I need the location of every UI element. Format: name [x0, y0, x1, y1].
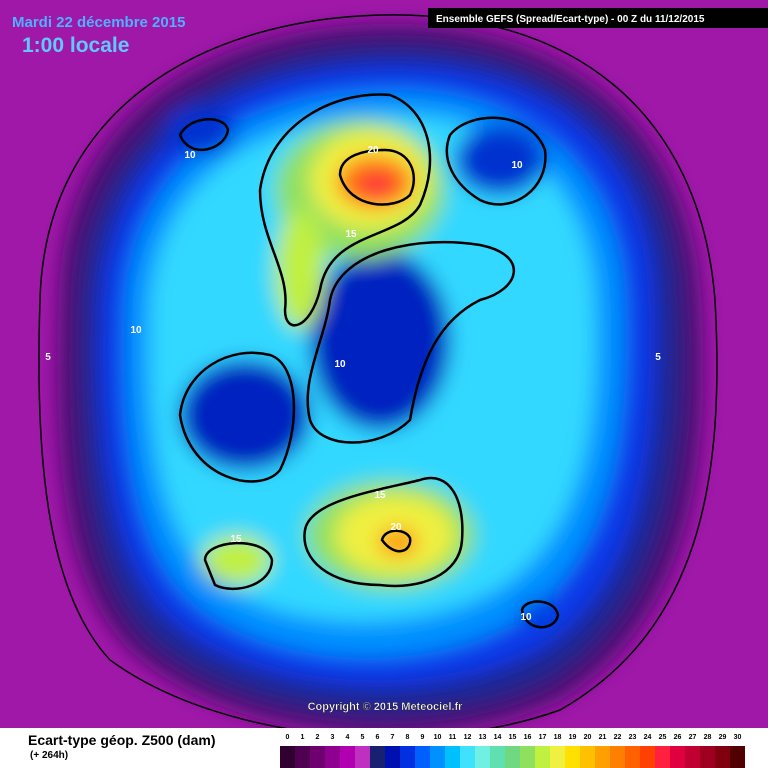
color-swatch	[490, 746, 505, 768]
copyright: Copyright © 2015 Meteociel.fr	[308, 701, 464, 713]
color-swatch	[280, 746, 295, 768]
color-swatch	[715, 746, 730, 768]
color-swatch	[655, 746, 670, 768]
color-swatch	[310, 746, 325, 768]
color-label: 4	[345, 734, 350, 741]
date: Mardi 22 décembre 2015	[12, 14, 185, 31]
time: 1:00 locale	[22, 34, 129, 57]
contour-label: 15	[345, 229, 357, 240]
contour-label: 10	[130, 325, 142, 336]
color-label: 10	[433, 734, 442, 741]
color-label: 12	[463, 734, 472, 741]
color-swatch	[550, 746, 565, 768]
color-label: 26	[673, 734, 682, 741]
color-swatch	[385, 746, 400, 768]
contour-label: 10	[520, 612, 532, 623]
color-label: 7	[390, 734, 395, 741]
color-swatch	[595, 746, 610, 768]
color-label: 22	[613, 734, 622, 741]
color-label: 23	[628, 734, 637, 741]
color-swatch	[460, 746, 475, 768]
color-label: 24	[643, 734, 652, 741]
color-label: 11	[448, 734, 457, 741]
run-box	[428, 8, 768, 28]
color-swatch	[505, 746, 520, 768]
contour-label: 15	[230, 534, 242, 545]
color-label: 14	[493, 734, 502, 741]
contour-label: 15	[374, 490, 386, 501]
contours	[38, 14, 718, 728]
legend-title: Ecart-type géop. Z500 (dam)	[28, 732, 216, 748]
contour-label: 10	[184, 150, 196, 161]
run-info: Ensemble GEFS (Spread/Ecart-type) - 00 Z…	[436, 14, 705, 25]
color-swatch	[430, 746, 445, 768]
contour-label: 5	[45, 352, 51, 363]
color-label: 25	[658, 734, 667, 741]
color-label: 30	[733, 734, 742, 741]
color-swatch	[370, 746, 385, 768]
color-swatch	[520, 746, 535, 768]
contour-label: 20	[390, 522, 402, 533]
color-swatch	[685, 746, 700, 768]
color-swatch	[535, 746, 550, 768]
color-label: 13	[478, 734, 487, 741]
color-label: 9	[420, 734, 425, 741]
color-swatch	[325, 746, 340, 768]
color-swatch	[625, 746, 640, 768]
color-label: 28	[703, 734, 712, 741]
color-label: 18	[553, 734, 562, 741]
contour-label: 10	[511, 160, 523, 171]
color-swatch	[730, 746, 745, 768]
color-label: 21	[598, 734, 607, 741]
contour-labels: 10 20 15 10 10 5 10 5 15 20 15 10	[45, 145, 661, 623]
color-swatch	[415, 746, 430, 768]
color-swatch	[580, 746, 595, 768]
map: 10 20 15 10 10 5 10 5 15 20 15 10 Copyright © 2015 …	[0, 0, 768, 728]
color-swatch	[445, 746, 460, 768]
color-label: 3	[330, 734, 335, 741]
color-label: 29	[718, 734, 727, 741]
color-label: 16	[523, 734, 532, 741]
color-swatch	[400, 746, 415, 768]
spread-field	[58, 24, 703, 728]
color-label: 5	[360, 734, 365, 741]
color-swatch	[295, 746, 310, 768]
color-label: 2	[315, 734, 320, 741]
color-swatch	[340, 746, 355, 768]
contour-label: 10	[334, 359, 346, 370]
color-label: 1	[300, 734, 305, 741]
color-swatch	[610, 746, 625, 768]
color-label: 19	[568, 734, 577, 741]
color-swatch	[700, 746, 715, 768]
legend-lead: (+ 264h)	[30, 750, 69, 761]
color-swatch	[640, 746, 655, 768]
color-swatch	[475, 746, 490, 768]
color-label: 20	[583, 734, 592, 741]
color-label: 27	[688, 734, 697, 741]
color-label: 17	[538, 734, 547, 741]
color-swatch	[670, 746, 685, 768]
color-swatch	[355, 746, 370, 768]
color-label: 0	[285, 734, 290, 741]
contour-label: 5	[655, 352, 661, 363]
contour-label: 20	[367, 145, 379, 156]
color-label: 15	[508, 734, 517, 741]
color-label: 8	[405, 734, 410, 741]
color-swatch	[565, 746, 580, 768]
colorbar: 0 1 2 3 4 5 6 7 8 9 10 11 12 13 14 15 16 17 18 19 20 21 22 23 24…	[280, 734, 750, 768]
color-label: 6	[375, 734, 380, 741]
